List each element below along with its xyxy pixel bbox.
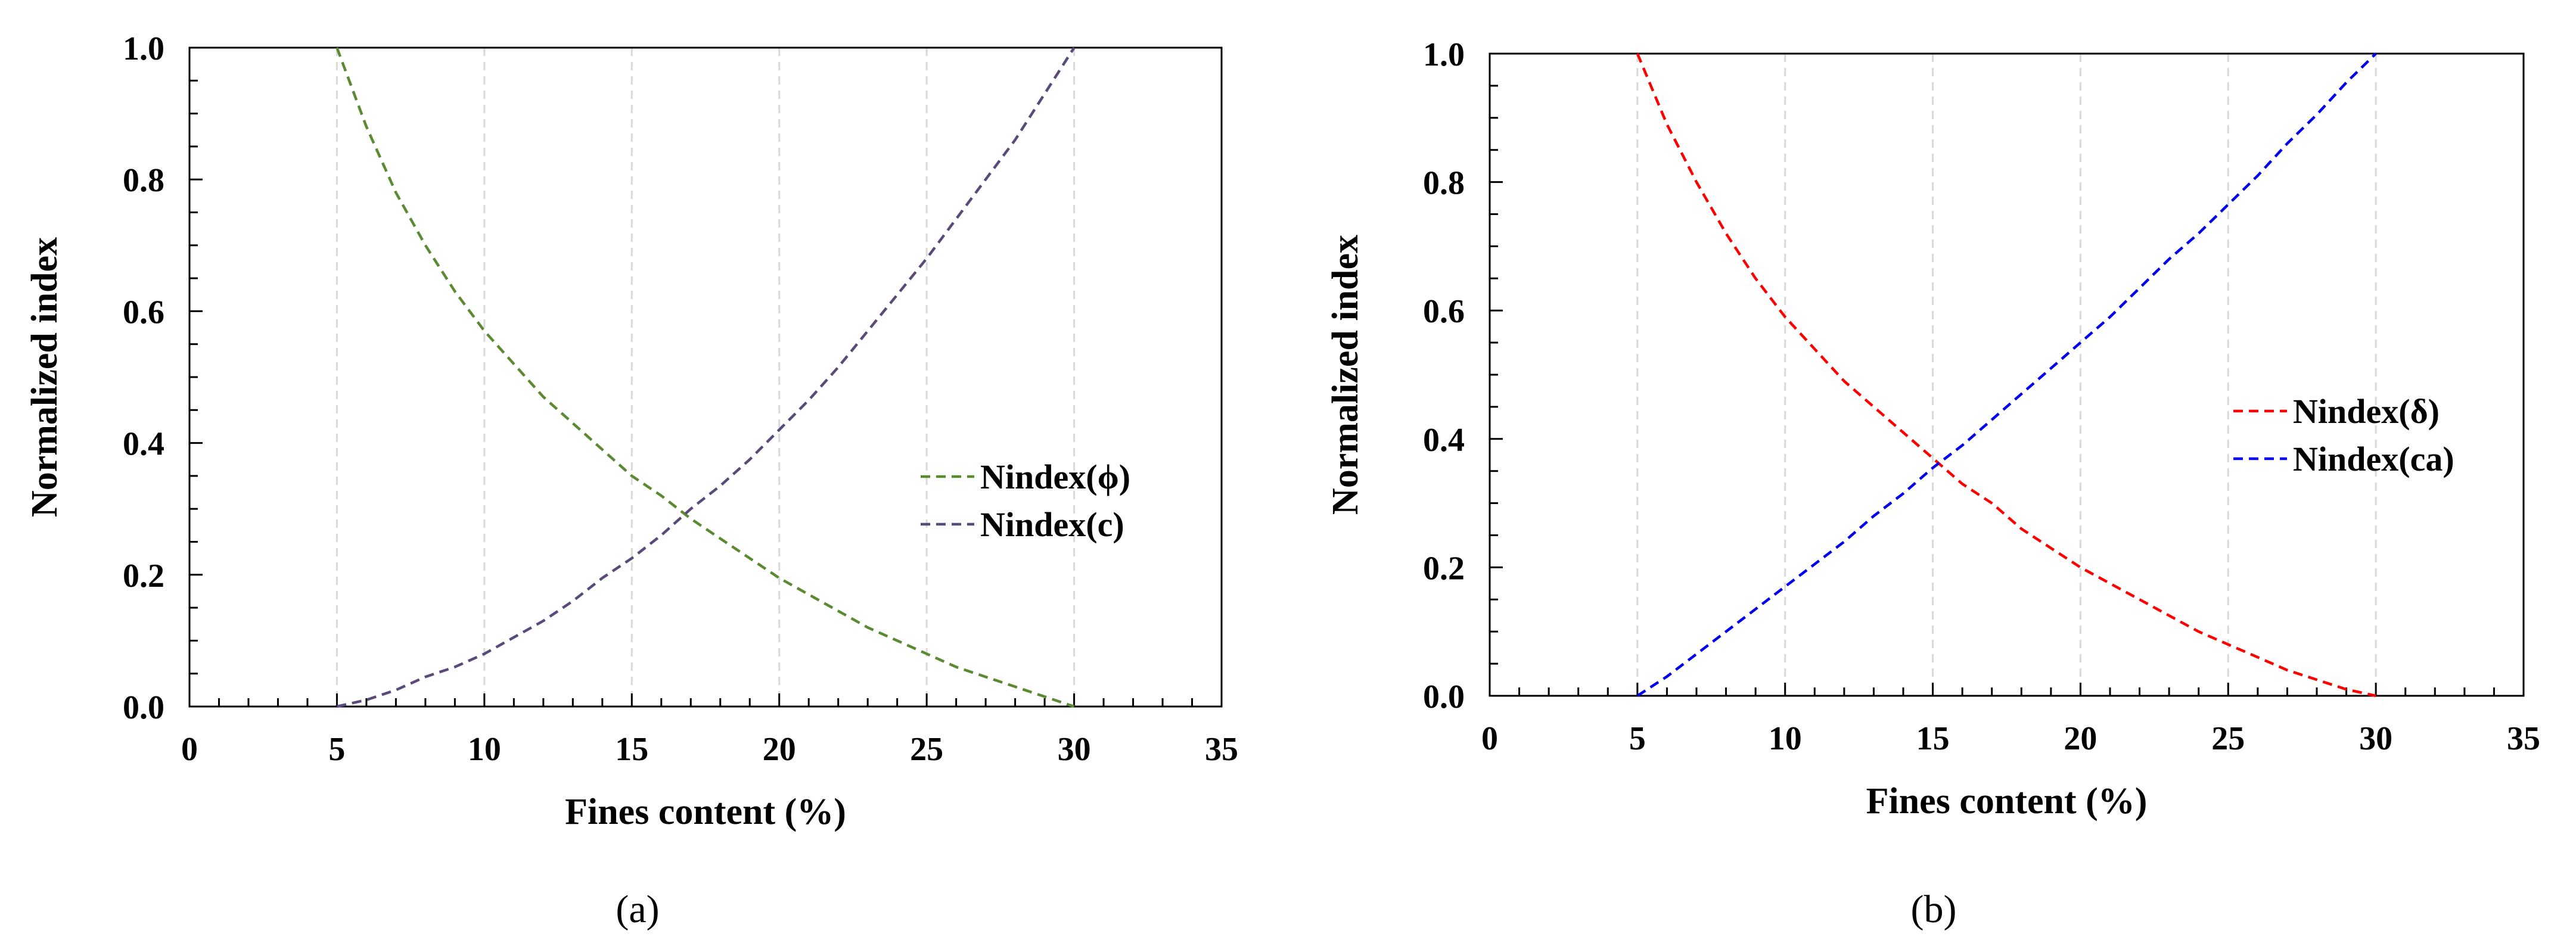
y-tick-label: 0.8 [1423,165,1465,202]
x-tick-label: 10 [468,731,501,768]
y-tick-label: 0.2 [123,558,164,595]
plot-frame [188,46,1223,708]
y-axis-title: Normalized index [1325,235,1366,515]
y-tick-label: 0.4 [123,426,164,463]
y-tick-label: 1.0 [123,30,164,67]
y-axis-title: Normalized index [24,237,65,517]
x-tick-label: 5 [1629,720,1646,757]
chart-panel-b: 0 5 10 15 20 25 30 35 0.0 0.2 0.4 0.6 0.8 1.0 Fines co… [1325,36,2540,931]
y-tick-label: 0.4 [1423,422,1465,459]
y-tick-label: 0.2 [1423,550,1465,587]
legend-label-1: Nindex(δ) [2293,392,2440,431]
x-tick-label: 5 [328,731,345,768]
legend-label-1: Nindex(ϕ) [980,458,1130,496]
x-tick-label: 15 [1916,720,1950,757]
y-tick-label: 0.0 [1423,679,1465,715]
series-line-1 [1636,53,2376,698]
series-line-2 [336,46,1076,708]
y-tick-label: 0.8 [123,162,164,199]
x-tick-label: 0 [181,731,198,768]
chart-panel-a: 0 5 10 15 20 25 30 35 0.0 0.2 0.4 0.6 0.8 1.0 Fines co… [24,30,1238,931]
x-tick-label: 25 [910,731,943,768]
x-tick-label: 30 [2359,720,2392,757]
x-tick-label: 20 [763,731,796,768]
panel-caption-b: (b) [1911,888,1957,931]
x-tick-label: 30 [1058,731,1091,768]
x-axis-title: Fines content (%) [1866,781,2148,821]
y-tick-label: 0.0 [123,689,164,726]
x-tick-label: 20 [2064,720,2097,757]
series-line-2 [1636,52,2377,697]
series-line-1 [335,47,1075,708]
x-axis-title: Fines content (%) [565,792,846,832]
legend-label-2: Nindex(c) [980,505,1124,544]
x-tick-label: 15 [615,731,648,768]
y-tick-label: 0.6 [123,294,164,331]
y-tick-label: 0.6 [1423,293,1465,330]
x-tick-label: 35 [1205,731,1238,768]
x-tick-label: 0 [1481,720,1498,757]
plot-frame [1489,52,2525,697]
legend-label-2: Nindex(ca) [2293,440,2454,478]
y-tick-label: 1.0 [1423,36,1465,73]
x-tick-label: 35 [2507,720,2540,757]
panel-caption-a: (a) [616,888,659,931]
x-tick-label: 10 [1769,720,1802,757]
x-tick-label: 25 [2211,720,2245,757]
